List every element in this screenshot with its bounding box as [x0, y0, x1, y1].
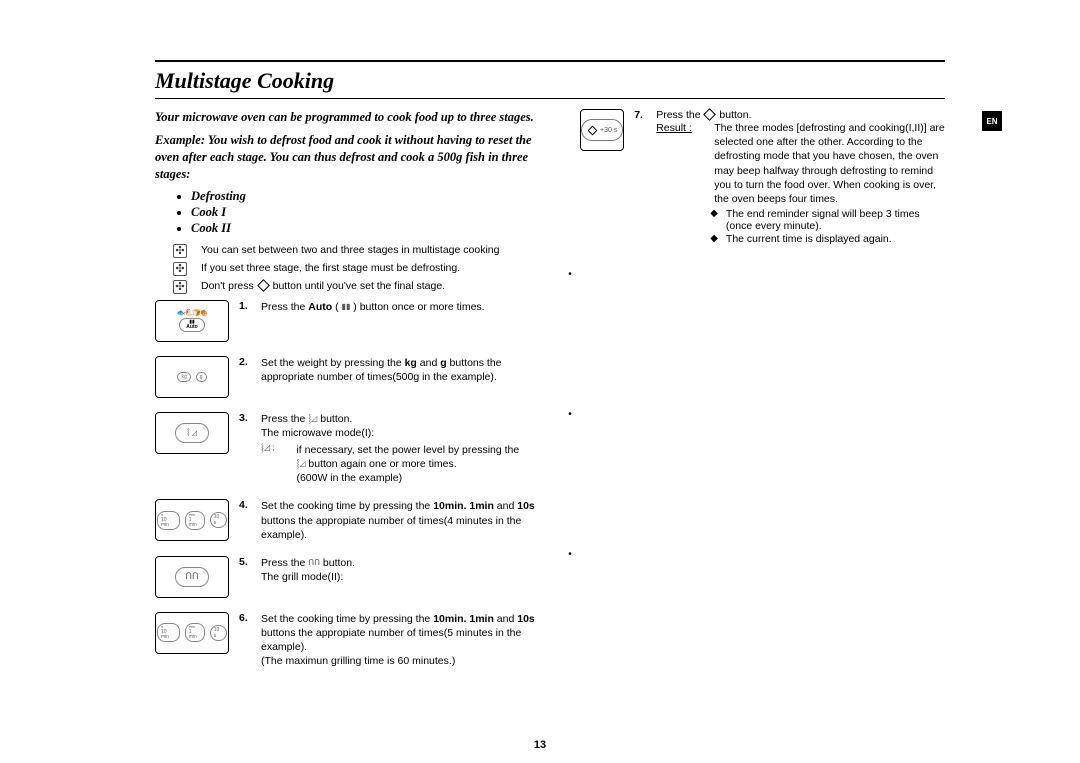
result-label: Result : — [656, 121, 710, 206]
step-figure-time: h10 minmin1 min10 s — [155, 499, 229, 541]
right-column: • • • EN +30 s 7. Press the button. Resu… — [580, 109, 945, 683]
grill-icon: ՈՈ — [308, 558, 320, 569]
stage-list: Defrosting Cook I Cook II — [191, 189, 550, 236]
step-number: 2. — [239, 356, 253, 384]
step-5: ՈՈ 5. Press the ՈՈ button. The grill mod… — [155, 556, 550, 598]
step-number: 7. — [634, 109, 648, 246]
start-diamond-icon — [257, 279, 270, 292]
step-7: 7. Press the button. Result : The three … — [634, 109, 945, 246]
page-title: Multistage Cooking — [155, 60, 945, 99]
note-text: You can set between two and three stages… — [201, 244, 499, 256]
step-number: 6. — [239, 612, 253, 669]
step-figure-auto: 🐟🐔🍞🍖 ▮▮Auto — [155, 300, 229, 342]
column-divider-dot: • — [568, 409, 572, 420]
note-text: Don't press button until you've set the … — [201, 280, 445, 292]
step-text: Press the ⸾◿ button. The microwave mode(… — [261, 412, 550, 486]
step-number: 5. — [239, 556, 253, 584]
step-text: Set the cooking time by pressing the 10m… — [261, 499, 550, 542]
stage-item: Defrosting — [191, 189, 550, 204]
step-4: h10 minmin1 min10 s 4. Set the cooking t… — [155, 499, 550, 542]
result-bullets: ◆ The end reminder signal will beep 3 tim… — [710, 208, 945, 245]
column-divider-dot: • — [568, 269, 572, 280]
step-number: 3. — [239, 412, 253, 486]
microwave-icon: ⸾◿ — [308, 414, 317, 425]
left-column: Your microwave oven can be programmed to… — [155, 109, 550, 683]
bullet-text: The current time is displayed again. — [726, 233, 892, 245]
intro-paragraph-1: Your microwave oven can be programmed to… — [155, 109, 550, 126]
step-text: Set the cooking time by pressing the 10m… — [261, 612, 550, 669]
stage-item: Cook I — [191, 205, 550, 220]
microwave-icon: ⸾◿ ; — [261, 443, 274, 486]
wave-icon: ⸾ — [187, 428, 190, 437]
grill-icon: ՈՈ — [185, 571, 198, 582]
note-row: ✣ You can set between two and three stag… — [173, 244, 550, 258]
step-text: Press the ՈՈ button. The grill mode(II): — [261, 556, 550, 584]
diamond-bullet-icon: ◆ — [710, 208, 718, 232]
note-text: If you set three stage, the first stage … — [201, 262, 460, 274]
step-text: Set the weight by pressing the kg and g … — [261, 356, 550, 384]
start-diamond-icon — [704, 108, 717, 121]
result-text: The three modes [defrosting and cooking(… — [714, 121, 945, 206]
step-figure-grill: ՈՈ — [155, 556, 229, 598]
plus-icon: ✣ — [173, 244, 187, 258]
start-diamond-icon — [588, 125, 598, 135]
page-number: 13 — [0, 739, 1080, 751]
column-divider-dot: • — [568, 549, 572, 560]
step-figure-kg-g: kgg — [155, 356, 229, 398]
plus-icon: ✣ — [173, 262, 187, 276]
diamond-bullet-icon: ◆ — [710, 233, 718, 245]
step-figure-30s: +30 s — [580, 109, 624, 151]
stage-item: Cook II — [191, 221, 550, 236]
step-1: 🐟🐔🍞🍖 ▮▮Auto 1. Press the Auto ( ▮▮ ) but… — [155, 300, 550, 342]
bullet-text: The end reminder signal will beep 3 time… — [726, 208, 945, 232]
microwave-icon: ⸾◿ — [296, 459, 305, 470]
language-tab-en: EN — [982, 111, 1002, 131]
step-figure-time: h10 minmin1 min10 s — [155, 612, 229, 654]
plus-icon: ✣ — [173, 280, 187, 294]
note-row: ✣ Don't press button until you've set th… — [173, 280, 550, 294]
defrost-icon: ▮▮ — [342, 302, 351, 313]
step-text: Press the button. — [656, 109, 945, 121]
step-figure-microwave: ⸾◿ — [155, 412, 229, 454]
step-number: 4. — [239, 499, 253, 542]
step-2: kgg 2. Set the weight by pressing the kg… — [155, 356, 550, 398]
step-3: ⸾◿ 3. Press the ⸾◿ button. The microwave… — [155, 412, 550, 486]
step-6: h10 minmin1 min10 s 6. Set the cooking t… — [155, 612, 550, 669]
two-column-layout: Your microwave oven can be programmed to… — [155, 109, 945, 683]
manual-page: Multistage Cooking Your microwave oven c… — [0, 0, 1080, 703]
intro-paragraph-2: Example: You wish to defrost food and co… — [155, 132, 550, 183]
steps-container: 🐟🐔🍞🍖 ▮▮Auto 1. Press the Auto ( ▮▮ ) but… — [155, 300, 550, 669]
step-text: Press the Auto ( ▮▮ ) button once or mor… — [261, 300, 550, 314]
note-row: ✣ If you set three stage, the first stag… — [173, 262, 550, 276]
step-number: 1. — [239, 300, 253, 314]
